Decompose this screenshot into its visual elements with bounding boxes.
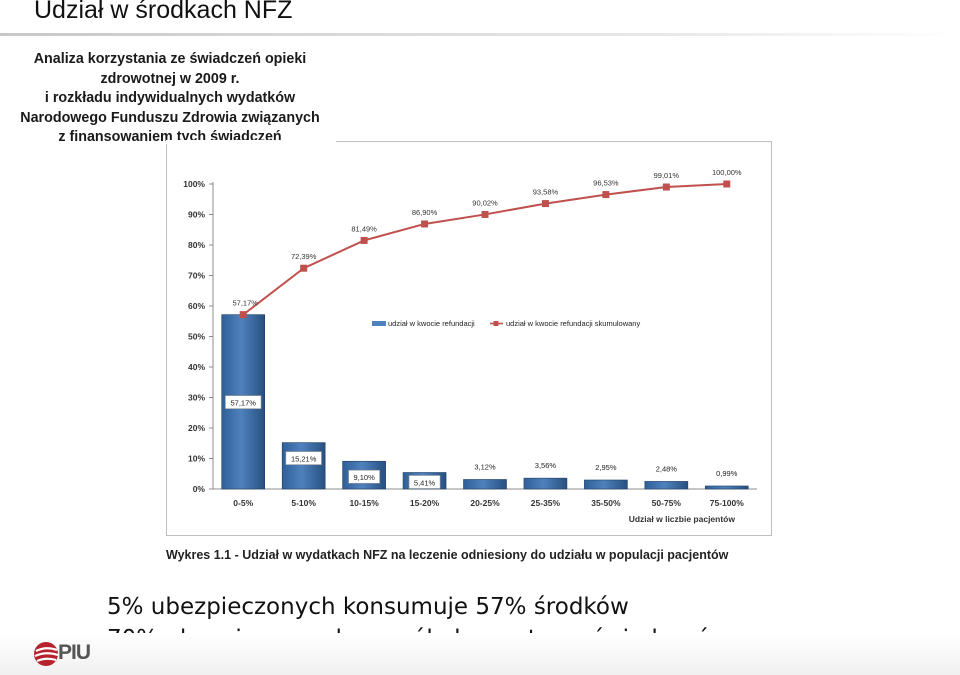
frame-cover [166, 140, 336, 144]
x-tick-label: 50-75% [652, 498, 682, 508]
bar [584, 479, 628, 490]
x-tick-label: 5-10% [291, 498, 316, 508]
line-marker [481, 210, 489, 218]
bar-data-label: 9,10% [353, 473, 375, 482]
y-tick-label: 20% [188, 423, 205, 433]
footer-band [0, 633, 960, 675]
bar [644, 481, 689, 490]
bar-label-box [408, 475, 441, 489]
chart-caption: Wykres 1.1 - Udział w wydatkach NFZ na l… [166, 548, 729, 562]
y-tick-label: 50% [188, 332, 205, 342]
bar-data-label: 2,48% [656, 464, 678, 473]
x-tick-label: 35-50% [591, 498, 621, 508]
piu-logo-icon [34, 642, 59, 666]
x-tick-label: 0-5% [233, 498, 253, 508]
line-marker [421, 220, 429, 228]
line-marker [723, 180, 731, 188]
logo-text: PIU [58, 641, 91, 664]
y-tick-label: 10% [188, 454, 205, 464]
line-data-label: 100,00% [712, 168, 742, 177]
title-divider [0, 33, 960, 36]
line-data-label: 86,90% [412, 208, 438, 217]
line-data-label: 57,17% [233, 299, 259, 308]
legend-label: udział w kwocie refundacji skumulowany [506, 319, 640, 328]
bar-label-box [225, 395, 262, 409]
page-title: Udział w środkach NFZ [34, 0, 293, 24]
bar-data-label: 5,41% [414, 478, 436, 487]
pareto-chart: 0% 10% 20% 30% 40% 50% 60% 70% 80% 90% 100% 57,17% 1… [183, 168, 757, 524]
line-marker [360, 236, 368, 244]
line-data-label: 93,58% [533, 188, 559, 197]
x-tick-label: 10-15% [349, 498, 379, 508]
bar [463, 479, 507, 490]
bar-label-box [348, 469, 380, 484]
line-data-label: 96,53% [593, 179, 619, 188]
bar-data-label: 3,12% [474, 462, 496, 471]
description-line: Analiza korzystania ze świadczeń opieki [33, 51, 307, 67]
bar-data-label: 57,17% [231, 399, 257, 408]
legend-swatch-marker [493, 321, 499, 326]
bar [523, 477, 568, 490]
bar-data-label: 2,95% [595, 463, 617, 472]
y-tick-label: 0% [193, 484, 206, 494]
y-tick-label: 40% [188, 362, 205, 372]
line-marker [541, 200, 549, 208]
line-marker [239, 311, 247, 319]
description-line: i rozkładu indywidualnych wydatków [44, 90, 296, 107]
bar [704, 485, 749, 490]
line-marker [300, 264, 308, 272]
description-line: zdrowotnej w 2009 r. [100, 70, 240, 87]
y-tick-label: 30% [188, 393, 205, 403]
line-data-label: 99,01% [654, 171, 680, 180]
y-tick-label: 70% [188, 271, 205, 281]
line-data-label: 90,02% [472, 198, 498, 207]
line-marker [662, 183, 670, 191]
legend-label: udział w kwocie refundacji [388, 319, 475, 328]
y-tick-label: 90% [188, 210, 205, 220]
x-tick-label: 25-35% [531, 498, 561, 508]
bar-data-label: 3,56% [535, 461, 557, 470]
description-line: Narodowego Funduszu Zdrowia związanych [20, 109, 320, 126]
bar-label-box [285, 451, 322, 465]
x-tick-label: 15-20% [410, 498, 440, 508]
bar-data-label: 15,21% [291, 455, 317, 464]
x-tick-label: 20-25% [470, 498, 500, 508]
y-tick-label: 100% [183, 179, 205, 189]
line-marker [602, 191, 610, 199]
x-tick-label: 75-100% [710, 498, 744, 508]
y-tick-label: 80% [188, 240, 205, 250]
legend-swatch-bars [372, 321, 386, 326]
line-data-label: 81,49% [351, 224, 377, 233]
statement-1: 5% ubezpieczonych konsumuje 57% środków [107, 594, 629, 620]
x-axis-title: Udział w liczbie pacjentów [629, 514, 736, 524]
line-data-label: 72,39% [291, 252, 317, 261]
y-tick-label: 60% [188, 301, 205, 311]
chart-description: Analiza korzystania ze świadczeń opieki … [20, 50, 320, 148]
bar-data-label: 0,99% [716, 469, 738, 478]
chart-frame: 0% 10% 20% 30% 40% 50% 60% 70% 80% 90% 100% 57,17% 1… [166, 141, 772, 536]
bar [281, 442, 326, 490]
